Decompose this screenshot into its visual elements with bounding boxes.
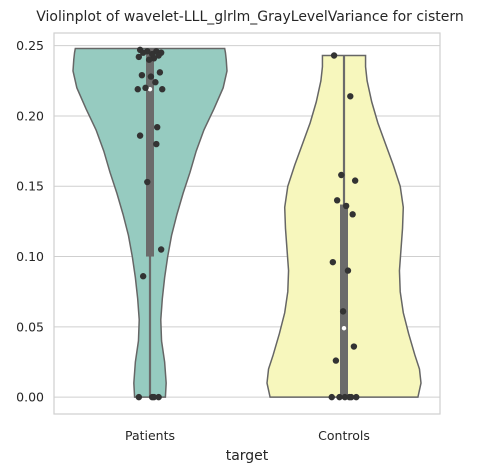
data-point (139, 273, 147, 280)
data-point (330, 52, 338, 59)
chart-title: Violinplot of wavelet-LLL_glrlm_GrayLeve… (36, 9, 463, 25)
data-point (347, 93, 354, 100)
x-tick-label: Patients (125, 428, 175, 443)
data-point (144, 178, 151, 186)
data-point (136, 132, 144, 139)
data-point (155, 393, 162, 401)
data-point (145, 56, 153, 63)
data-point (344, 267, 352, 274)
data-point (154, 123, 161, 131)
data-point (150, 393, 158, 401)
data-point (157, 246, 165, 253)
y-tick-label: 0.00 (16, 390, 44, 405)
x-axis-label: target (226, 448, 269, 464)
data-point (338, 171, 345, 179)
data-point (349, 211, 356, 218)
data-point (353, 393, 360, 401)
data-point (156, 69, 164, 76)
plot-frame (53, 32, 441, 415)
data-point (139, 49, 147, 56)
x-tick-labels: Patients Controls (125, 428, 370, 443)
data-point (142, 84, 149, 92)
y-tick-label: 0.20 (16, 108, 44, 123)
data-point (138, 71, 146, 79)
data-point (341, 393, 349, 401)
data-point (339, 308, 347, 315)
y-tick-label: 0.15 (16, 179, 44, 194)
data-point (150, 55, 158, 62)
data-point (332, 357, 340, 364)
data-point (135, 53, 143, 61)
data-point (336, 393, 343, 401)
violins (72, 46, 422, 401)
data-point (153, 140, 160, 148)
data-point (159, 86, 166, 93)
data-point (135, 393, 143, 401)
violin-controls (266, 52, 422, 401)
data-point (350, 343, 358, 350)
y-tick-label: 0.25 (16, 38, 44, 53)
data-point (134, 86, 141, 93)
y-tick-labels: 0.00 0.05 0.10 0.15 0.20 0.25 (16, 38, 44, 404)
x-tick-label: Controls (318, 428, 370, 443)
data-point (155, 52, 162, 59)
data-point (342, 202, 350, 210)
data-point (329, 258, 337, 266)
y-tick-label: 0.10 (16, 249, 44, 264)
data-point (348, 393, 355, 401)
y-tick-label: 0.05 (16, 319, 44, 334)
data-point (147, 73, 155, 80)
data-point (333, 197, 341, 204)
violin-iqr-box (340, 204, 348, 398)
violin-median (147, 87, 153, 92)
violin-patients (72, 46, 228, 401)
data-point (152, 79, 159, 86)
data-point (351, 177, 359, 184)
violin-median (341, 326, 347, 331)
violin-iqr-box (146, 48, 154, 257)
data-point (328, 393, 335, 401)
